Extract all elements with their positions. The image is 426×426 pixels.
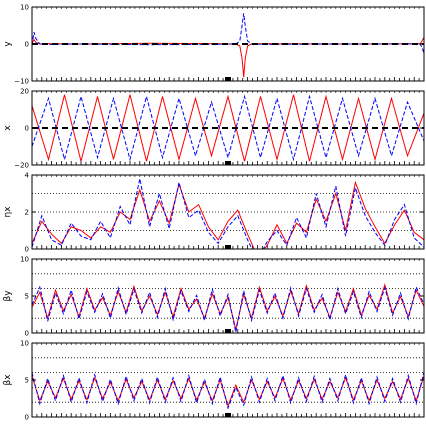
series-line-dashed [32,178,424,249]
series-line-dashed [32,13,424,54]
series-line-solid [32,283,424,330]
y-axis-label: ηx [3,206,13,218]
y-tick-label: 4 [25,172,30,180]
y-tick-label: 10 [20,256,29,264]
y-tick-label: −10 [14,78,29,86]
y-tick-label: 5 [25,293,29,301]
series-group [32,178,424,249]
panel-x: 20 0 −20 x [3,88,425,170]
series-line-dashed [32,371,424,410]
y-tick-label: 20 [20,88,29,96]
series-group [32,283,424,333]
center-element-marker [225,245,231,249]
y-axis-label: x [3,125,13,131]
y-tick-label: 0 [25,41,29,49]
series-group [32,94,424,162]
y-axis-label: βy [3,290,13,302]
y-tick-label: 10 [20,4,29,12]
series-line-dashed [32,285,424,333]
y-tick-label: 5 [25,377,29,385]
y-tick-label: 2 [25,209,29,217]
center-element-marker [225,77,231,81]
series-line-dashed [32,94,424,162]
series-line-solid [32,94,424,162]
y-axis-label: βx [3,374,13,386]
center-element-marker [225,413,231,417]
y-tick-label: 0 [25,125,29,133]
y-axis-label: y [3,41,13,47]
panel-eta: 4 2 0 ηx [3,172,425,254]
series-group [32,371,424,410]
y-tick-label: −20 [14,162,29,170]
y-tick-label: 0 [25,330,29,338]
center-element-marker [225,161,231,165]
panel-y: 10 0 −10 y [3,4,425,86]
plot-frame [31,258,425,334]
y-tick-label: 0 [25,414,29,422]
series-line-solid [32,180,424,249]
panel-beta-x: 10 5 0 βx [3,340,425,422]
center-element-marker [225,329,231,333]
y-tick-label: 0 [25,246,29,254]
y-tick-label: 10 [20,340,29,348]
panel-beta-y: 10 5 0 βy [3,256,425,338]
series-group [32,13,424,78]
